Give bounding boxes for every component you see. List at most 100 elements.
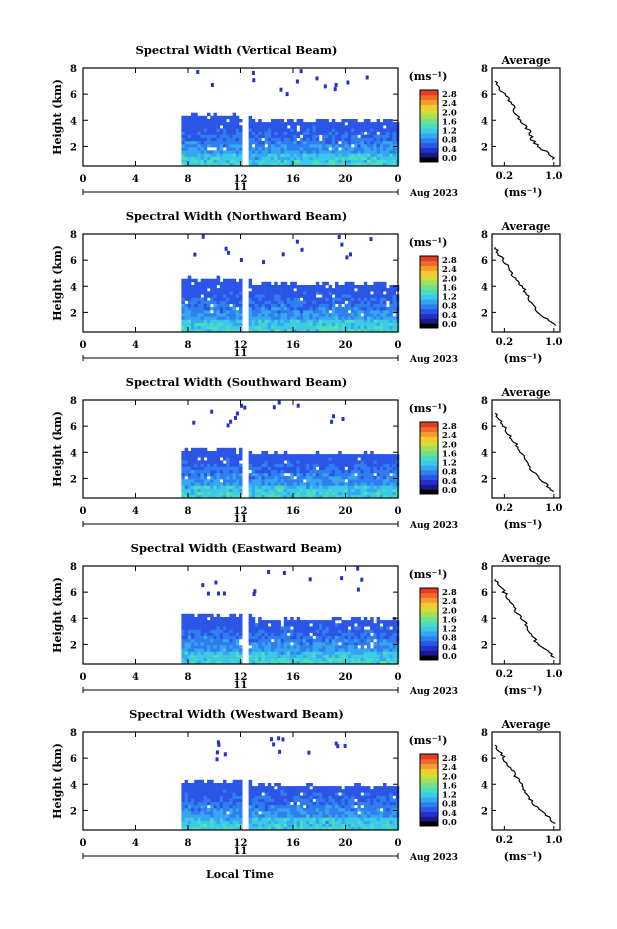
heatmap-cell — [312, 804, 317, 809]
heatmap-cell — [299, 801, 304, 806]
heatmap-cell — [367, 285, 371, 289]
heatmap-cell — [331, 629, 336, 633]
heatmap-cell — [360, 285, 365, 289]
heatmap-cell — [229, 125, 233, 129]
heatmap-cell — [207, 645, 211, 649]
heatmap-cell — [261, 281, 265, 286]
heatmap-cell — [232, 629, 237, 633]
heatmap-cell — [296, 472, 301, 477]
heatmap-cell — [325, 294, 329, 298]
heatmap-cell — [226, 294, 230, 298]
heatmap-cell — [299, 795, 304, 799]
heatmap-cell — [203, 820, 208, 824]
heatmap-cell — [338, 159, 342, 164]
heatmap-cell — [293, 801, 297, 806]
heatmap-cell — [290, 469, 294, 474]
heatmap-cell — [219, 817, 224, 821]
heatmap-cell — [187, 792, 192, 796]
heatmap-cell — [303, 817, 307, 821]
heatmap-cell — [229, 786, 233, 790]
heatmap-cell — [331, 792, 336, 796]
heatmap-cell — [255, 125, 259, 129]
heatmap-cell — [347, 303, 352, 308]
heatmap-cell — [337, 235, 341, 239]
heatmap-cell — [338, 789, 342, 793]
heatmap-cell — [229, 613, 233, 618]
heatmap-cell — [296, 626, 301, 630]
heatmap-cell — [207, 463, 211, 467]
heatmap-cell — [367, 322, 371, 326]
heatmap-cell — [280, 657, 285, 662]
heatmap-cell — [226, 626, 230, 630]
heatmap-cell — [312, 156, 317, 160]
heatmap-cell — [203, 789, 208, 793]
heatmap-cell — [322, 156, 326, 160]
heatmap-cell — [283, 281, 288, 286]
colorbar-swatch — [420, 99, 438, 105]
heatmap-cell — [344, 823, 349, 828]
heatmap-cell — [200, 620, 205, 624]
heatmap-cell — [239, 482, 243, 486]
heatmap-cell — [181, 285, 185, 289]
heatmap-cell — [367, 125, 371, 129]
heatmap-cell — [239, 150, 243, 154]
heatmap-cell — [264, 294, 269, 298]
heatmap-cell — [251, 466, 256, 470]
heatmap-cell — [357, 472, 361, 477]
heatmap-cell — [200, 476, 205, 480]
panel-4: Spectral Width (Westward Beam)2468Height… — [51, 707, 563, 863]
heatmap-cell — [357, 460, 361, 464]
heatmap-cell — [226, 122, 230, 126]
heatmap-cell — [287, 285, 291, 289]
heatmap-cell — [261, 660, 265, 665]
heatmap-cell — [354, 491, 358, 496]
heatmap-cell — [335, 137, 339, 142]
heatmap-cell — [392, 122, 397, 126]
heatmap-cell — [261, 485, 265, 489]
heatmap-cell — [373, 291, 377, 295]
heatmap-cell — [197, 795, 201, 799]
heatmap-cell — [271, 134, 275, 138]
x-tick-label: 4 — [132, 174, 139, 185]
heatmap-cell — [341, 325, 345, 330]
heatmap-cell — [296, 466, 301, 470]
heatmap-cell — [197, 454, 201, 458]
heatmap-cell — [303, 823, 307, 828]
heatmap-cell — [181, 617, 185, 621]
heatmap-cell — [258, 454, 262, 458]
heatmap-cell — [328, 482, 333, 486]
heatmap-cell — [354, 297, 358, 301]
colorbar-tick-label: 0.8 — [442, 634, 457, 644]
heatmap-cell — [370, 466, 374, 470]
heatmap-cell — [341, 657, 345, 662]
heatmap-cell — [376, 645, 381, 649]
heatmap-cell — [271, 654, 275, 658]
heatmap-cell — [258, 626, 262, 630]
heatmap-cell — [354, 156, 358, 160]
heatmap-cell — [287, 457, 291, 461]
heatmap-cell — [392, 491, 397, 496]
heatmap-cell — [344, 826, 349, 831]
heatmap-cell — [322, 325, 326, 330]
heatmap-cell — [319, 654, 323, 658]
x-tick-label: 4 — [132, 340, 139, 351]
heatmap-cell — [187, 134, 192, 138]
heatmap-cell — [341, 131, 345, 135]
heatmap-cell — [194, 447, 198, 452]
heatmap-cell — [229, 642, 233, 646]
heatmap-cell — [184, 328, 189, 333]
heatmap-cell — [255, 789, 259, 793]
heatmap-cell — [344, 131, 349, 135]
heatmap-cell — [367, 162, 371, 167]
heatmap-cell — [255, 294, 259, 298]
heatmap-cell — [197, 156, 201, 160]
heatmap-cell — [248, 494, 253, 499]
heatmap-cell — [315, 789, 320, 793]
heatmap-cell — [203, 613, 208, 618]
heatmap-cell — [296, 651, 301, 655]
heatmap-cell — [229, 150, 233, 154]
heatmap-cell — [341, 638, 345, 643]
heatmap-cell — [363, 147, 368, 151]
heatmap-cell — [357, 303, 361, 308]
heatmap-cell — [210, 645, 214, 649]
